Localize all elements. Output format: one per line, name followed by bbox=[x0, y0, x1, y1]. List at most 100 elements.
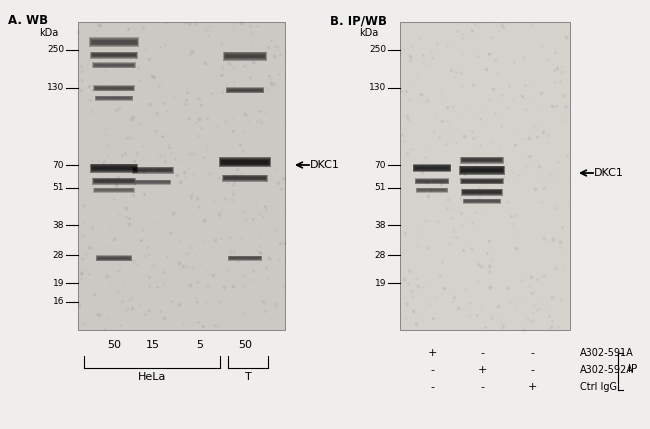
Bar bbox=[222, 175, 268, 181]
Bar bbox=[227, 88, 263, 92]
Text: 70: 70 bbox=[53, 160, 64, 169]
Bar bbox=[461, 168, 503, 172]
Bar bbox=[92, 166, 136, 170]
Bar bbox=[134, 168, 172, 172]
Bar bbox=[415, 178, 448, 184]
Bar bbox=[97, 256, 131, 260]
Text: B. IP/WB: B. IP/WB bbox=[330, 14, 387, 27]
Bar bbox=[462, 159, 502, 161]
Text: kDa: kDa bbox=[39, 28, 58, 38]
Bar bbox=[224, 177, 266, 179]
Text: 250: 250 bbox=[47, 45, 64, 54]
Bar bbox=[90, 51, 138, 58]
Bar bbox=[224, 53, 266, 59]
Bar bbox=[464, 199, 500, 202]
Text: -: - bbox=[480, 348, 484, 358]
Bar bbox=[92, 40, 136, 44]
Text: -: - bbox=[430, 382, 434, 392]
Bar bbox=[463, 199, 500, 203]
Bar bbox=[92, 166, 136, 169]
Text: 50: 50 bbox=[107, 340, 121, 350]
Text: +: + bbox=[427, 348, 437, 358]
Bar bbox=[91, 53, 136, 57]
Text: 250: 250 bbox=[369, 45, 386, 54]
Bar bbox=[96, 97, 131, 99]
Text: +: + bbox=[527, 382, 537, 392]
Bar bbox=[95, 87, 133, 90]
Bar bbox=[227, 88, 263, 91]
Bar bbox=[98, 257, 130, 259]
Bar bbox=[90, 163, 138, 172]
Bar bbox=[229, 257, 261, 260]
Bar bbox=[98, 257, 131, 260]
Text: 38: 38 bbox=[374, 221, 386, 230]
Bar bbox=[462, 189, 502, 195]
Bar bbox=[416, 179, 448, 183]
Bar bbox=[96, 96, 133, 100]
Bar bbox=[93, 178, 135, 183]
Bar bbox=[225, 54, 265, 58]
Bar bbox=[415, 167, 448, 169]
Bar bbox=[415, 167, 449, 169]
Bar bbox=[93, 187, 135, 193]
Text: +: + bbox=[477, 365, 487, 375]
Bar bbox=[228, 256, 261, 260]
Bar bbox=[229, 257, 261, 259]
Bar bbox=[95, 189, 133, 191]
Text: 5: 5 bbox=[196, 340, 203, 350]
Bar bbox=[400, 22, 570, 330]
Bar bbox=[94, 86, 134, 90]
Bar bbox=[95, 189, 133, 191]
Bar bbox=[228, 90, 261, 91]
Bar bbox=[96, 256, 131, 260]
Text: DKC1: DKC1 bbox=[310, 160, 340, 170]
Bar bbox=[465, 201, 499, 202]
Text: 28: 28 bbox=[374, 251, 386, 260]
Bar bbox=[223, 51, 267, 60]
Text: 130: 130 bbox=[47, 84, 64, 93]
Text: DKC1: DKC1 bbox=[594, 168, 624, 178]
Text: 19: 19 bbox=[53, 278, 64, 287]
Text: T: T bbox=[244, 372, 252, 382]
Bar bbox=[230, 257, 260, 258]
Bar bbox=[135, 169, 172, 171]
Bar bbox=[461, 157, 504, 163]
Text: 15: 15 bbox=[146, 340, 160, 350]
Text: -: - bbox=[480, 382, 484, 392]
Text: A302-592A: A302-592A bbox=[580, 365, 634, 375]
Bar bbox=[226, 87, 264, 93]
Bar bbox=[97, 97, 131, 99]
Text: A302-591A: A302-591A bbox=[580, 348, 634, 358]
Text: 50: 50 bbox=[238, 340, 252, 350]
Bar bbox=[98, 97, 131, 98]
Bar bbox=[92, 41, 136, 43]
Bar bbox=[415, 166, 450, 170]
Text: 28: 28 bbox=[53, 251, 64, 260]
Text: HeLa: HeLa bbox=[138, 372, 166, 382]
Bar bbox=[90, 52, 137, 58]
Bar bbox=[219, 157, 271, 167]
Text: Ctrl IgG: Ctrl IgG bbox=[580, 382, 617, 392]
Bar bbox=[95, 96, 133, 100]
Bar bbox=[95, 87, 133, 89]
Bar bbox=[92, 54, 136, 56]
Bar bbox=[223, 175, 267, 180]
Bar bbox=[94, 63, 135, 66]
Bar bbox=[417, 188, 448, 192]
Bar bbox=[96, 97, 132, 100]
Bar bbox=[133, 167, 174, 173]
Bar bbox=[460, 167, 504, 173]
Bar bbox=[94, 85, 135, 91]
Bar bbox=[462, 169, 502, 172]
Bar bbox=[416, 187, 448, 193]
Text: -: - bbox=[530, 365, 534, 375]
Bar bbox=[92, 62, 136, 68]
Bar bbox=[228, 89, 262, 91]
Bar bbox=[94, 188, 135, 192]
Text: 130: 130 bbox=[369, 84, 386, 93]
Bar bbox=[95, 64, 133, 66]
Bar bbox=[224, 176, 266, 180]
Bar bbox=[78, 22, 285, 330]
Bar bbox=[413, 165, 450, 171]
Text: 19: 19 bbox=[374, 278, 386, 287]
